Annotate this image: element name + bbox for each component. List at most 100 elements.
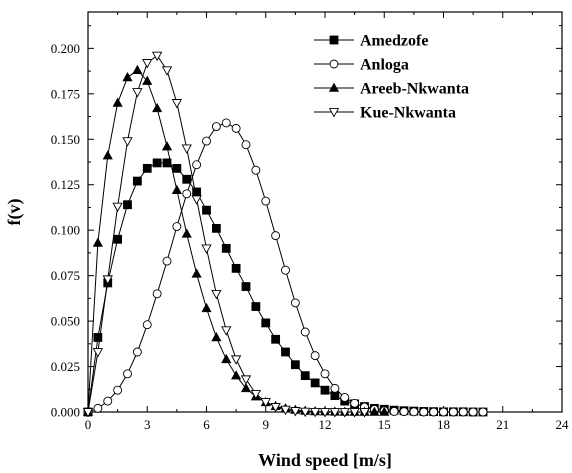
data-point [132, 347, 142, 357]
x-tick-label: 21 [496, 417, 509, 432]
data-point [280, 405, 291, 416]
series-kue-nkwanta [82, 51, 370, 418]
data-point [240, 382, 252, 393]
data-point [112, 202, 123, 213]
data-point [142, 163, 152, 173]
data-point [92, 348, 104, 358]
legend-marker [328, 108, 340, 118]
data-point [330, 383, 340, 393]
series-anloga [83, 118, 488, 417]
data-point [181, 228, 192, 238]
data-point [349, 408, 360, 418]
data-point [102, 275, 113, 285]
data-point [161, 141, 173, 151]
data-point [290, 407, 301, 417]
data-point [93, 333, 103, 342]
data-point [241, 140, 251, 150]
data-point [399, 407, 409, 417]
data-point [320, 369, 330, 379]
data-point [251, 302, 261, 311]
data-point [122, 137, 133, 147]
data-point [270, 403, 281, 413]
data-point [221, 243, 231, 253]
legend: Amedzofe Anloga Areeb-Nkwanta Kue-Nkwanta [314, 33, 469, 122]
x-tick-label: 12 [319, 417, 332, 432]
data-point [300, 371, 310, 381]
data-point [448, 407, 458, 417]
y-tick-label: 0.000 [51, 405, 80, 420]
data-point [182, 189, 192, 199]
data-point [192, 187, 202, 197]
data-point [319, 408, 331, 418]
data-point [152, 158, 162, 168]
data-point [192, 160, 202, 170]
series-layer [82, 51, 488, 418]
data-point [250, 389, 262, 400]
data-point [339, 408, 350, 418]
x-tick-label: 18 [437, 417, 450, 432]
data-point [211, 289, 222, 300]
legend-label: Amedzofe [360, 33, 428, 50]
legend-item: Anloga [314, 57, 409, 74]
data-point [152, 102, 163, 113]
y-tick-label: 0.050 [51, 314, 80, 329]
data-point [261, 318, 271, 328]
data-point [93, 403, 103, 413]
data-point [172, 163, 182, 173]
data-point [478, 407, 488, 417]
data-point [429, 407, 439, 417]
x-tick-label: 3 [144, 417, 151, 432]
data-point [320, 385, 330, 395]
data-point [260, 398, 271, 408]
y-tick-label: 0.200 [51, 41, 80, 56]
data-point [241, 282, 251, 291]
data-point [142, 59, 153, 69]
data-point [142, 75, 153, 85]
data-point [409, 407, 419, 417]
data-point [300, 327, 310, 337]
data-point [113, 385, 123, 395]
x-axis-title: Wind speed [m/s] [258, 450, 392, 470]
data-point [310, 378, 320, 388]
legend-marker [328, 82, 340, 92]
data-point [329, 408, 341, 418]
legend-item: Areeb-Nkwanta [314, 81, 469, 98]
y-tick-label: 0.025 [51, 359, 80, 374]
y-tick-label: 0.150 [51, 132, 80, 147]
data-point [132, 176, 142, 186]
legend-label: Areeb-Nkwanta [360, 81, 469, 98]
x-tick-label: 15 [378, 417, 391, 432]
data-point [152, 289, 162, 299]
data-point [182, 174, 192, 184]
data-point [123, 369, 132, 379]
data-point [230, 355, 242, 365]
data-point [281, 265, 290, 275]
y-tick-label: 0.100 [51, 223, 80, 238]
data-point [142, 320, 152, 330]
data-point [330, 391, 340, 401]
data-point [102, 150, 113, 160]
data-point [309, 407, 321, 418]
data-point [191, 268, 202, 278]
data-point [113, 234, 123, 244]
legend-marker [329, 35, 339, 45]
series-amedzofe [83, 158, 488, 417]
legend-item: Kue-Nkwanta [314, 105, 456, 122]
data-point [82, 408, 94, 418]
data-point [290, 298, 300, 308]
y-tick-label: 0.175 [51, 86, 80, 101]
data-point [181, 144, 192, 154]
plot-frame [87, 11, 563, 413]
data-point [221, 118, 231, 128]
data-point [468, 407, 478, 417]
data-point [202, 205, 211, 215]
data-point [161, 66, 173, 76]
data-point [231, 370, 242, 380]
data-point [171, 184, 182, 194]
data-point [340, 393, 350, 402]
data-point [231, 263, 241, 273]
x-tick-label: 6 [203, 417, 210, 432]
data-point [202, 136, 211, 146]
